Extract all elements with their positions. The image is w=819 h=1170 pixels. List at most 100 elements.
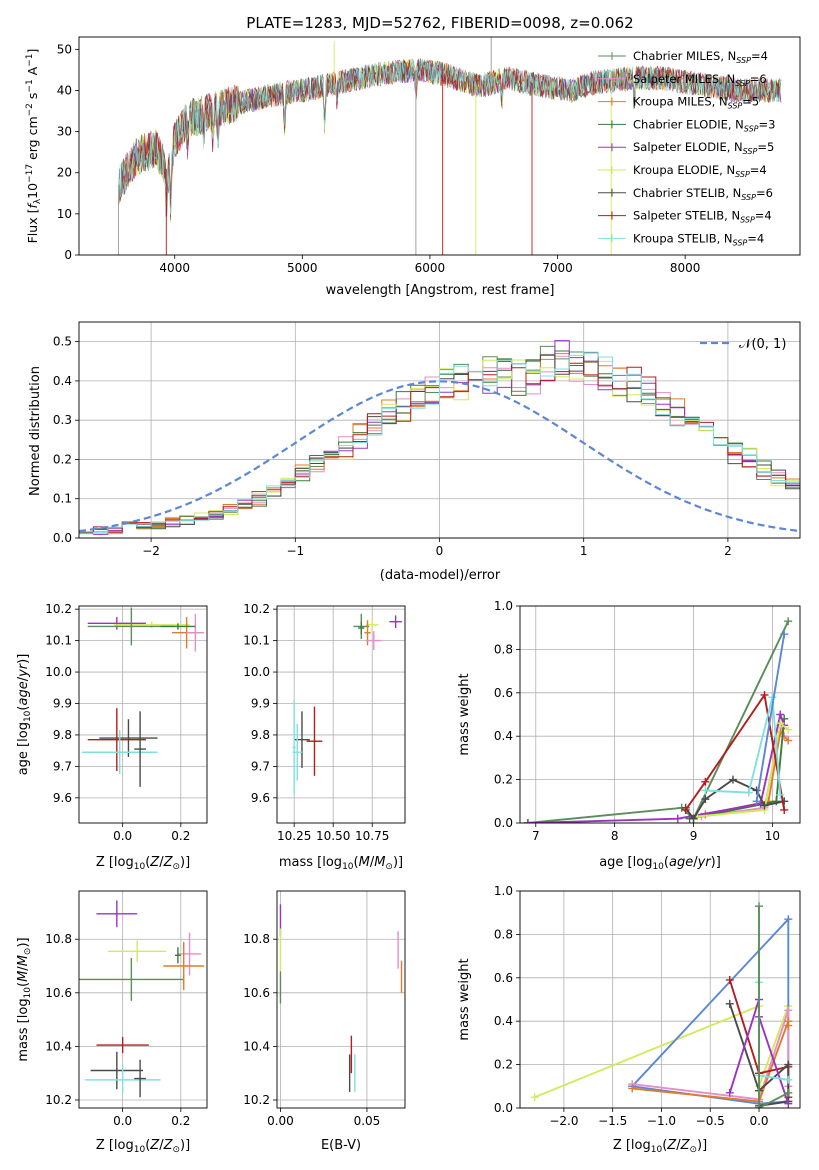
label-part: 10: [652, 862, 664, 872]
legend-entry: Kroupa ELODIE, NSSP=4: [633, 163, 767, 179]
weight-marker: [780, 805, 789, 814]
x-tick-label: 0.0: [113, 1114, 132, 1128]
label-part: A: [25, 66, 40, 79]
spectrum-line: [118, 59, 782, 218]
normal-legend-label: 𝒩(0, 1): [739, 337, 786, 352]
label-part: 10: [25, 183, 40, 199]
label-part: yr: [697, 855, 713, 870]
label-part: 10: [23, 710, 33, 722]
weight-line: [684, 692, 786, 811]
x-tick-label: −2: [142, 544, 160, 558]
label-part: ⊙: [172, 862, 180, 872]
label-part: 10: [651, 1145, 663, 1155]
y-tick-label: 0.2: [494, 1058, 513, 1072]
legend-n: =4: [755, 209, 772, 223]
label-part: (: [145, 1138, 150, 1153]
x-axis-label: (data-model)/error: [380, 568, 501, 583]
x-tick-label: 0.00: [267, 1114, 294, 1128]
legend-name: Kroupa MILES, N: [633, 95, 728, 109]
weight-marker: [784, 617, 793, 626]
y-tick-label: 0: [64, 248, 72, 262]
x-tick-label: −0.5: [696, 1114, 725, 1128]
y-tick-label: 0.0: [494, 816, 513, 830]
y-tick-label: 10.2: [45, 1093, 72, 1107]
label-part: Z [log: [96, 855, 134, 870]
label-part: 10: [342, 862, 354, 872]
legend-n: =4: [747, 231, 764, 245]
label-part: )]: [16, 654, 31, 664]
label-part: /: [693, 855, 698, 870]
label-part: /: [159, 1138, 164, 1153]
weight-marker: [681, 805, 690, 814]
y-tick-label: 9.7: [53, 759, 72, 773]
weight-marker: [784, 1099, 793, 1108]
label-part: )]: [180, 1138, 190, 1153]
legend-sub: SSP: [744, 124, 759, 133]
label-part: 10: [134, 1145, 146, 1155]
residual-histogram-panel: −2 −1 0 1 2 0.0 0.1 0.2 0.3 0.4 0.5 𝒩(0, 1) (data-mo…: [28, 321, 801, 583]
y-tick-label: 9.6: [53, 791, 72, 805]
x-tick-label: 8000: [670, 261, 701, 275]
label-part: −1: [25, 53, 35, 66]
legend-name: Salpeter ELODIE, N: [633, 140, 743, 154]
y-tick-label: 10.0: [45, 665, 72, 679]
weight-marker: [780, 630, 789, 639]
legend-sub: SSP: [743, 147, 758, 156]
weight-line: [527, 620, 790, 823]
weight-line: [632, 1010, 790, 1101]
x-axis-label: wavelength [Angstrom, rest frame]: [326, 283, 555, 298]
weight-marker: [701, 786, 710, 795]
label-part: /: [16, 966, 31, 971]
weight-marker: [725, 1088, 734, 1097]
legend-name: Kroupa ELODIE, N: [633, 163, 735, 177]
label-part: Z [log: [96, 1138, 134, 1153]
y-tick-label: 10.1: [45, 634, 72, 648]
weight-line: [705, 696, 782, 795]
y-tick-label: 0.5: [53, 335, 72, 349]
label-part: Z [log: [613, 1138, 651, 1153]
y-tick-label: 10.8: [243, 932, 270, 946]
x-tick-label: 0.2: [171, 1114, 190, 1128]
y-tick-label: 0.8: [494, 642, 513, 656]
x-tick-label: 4000: [159, 261, 190, 275]
plot-area: [292, 613, 402, 795]
x-tick-label: 0.05: [354, 1114, 381, 1128]
y-tick-label: 20: [57, 166, 72, 180]
y-tick-label: 0.4: [494, 729, 513, 743]
label-part: mass [log: [16, 998, 31, 1061]
x-tick-label: 0: [436, 544, 444, 558]
plot-area: [79, 340, 800, 535]
x-tick-label: 7000: [542, 261, 573, 275]
weight-marker: [780, 797, 789, 806]
weight-vs-metallicity-panel: −2.0 −1.5 −1.0 −0.5 0.0 0.0 0.2 0.4 0.6 0.8 1.0 mas…: [457, 884, 801, 1155]
legend-sub: SSP: [735, 79, 750, 88]
label-part: (: [662, 1138, 667, 1153]
axes-frame: [78, 321, 801, 539]
y-tick-label: 0.6: [494, 971, 513, 985]
y-tick-label: 9.8: [53, 728, 72, 742]
axes-frame: [276, 890, 406, 1109]
y-axis-label: age [log10(age/yr)]: [16, 654, 33, 776]
legend-name: Chabrier STELIB, N: [633, 186, 741, 200]
legend-name: Salpeter MILES, N: [633, 72, 735, 86]
weight-line: [697, 721, 789, 818]
y-tick-label: 10.2: [243, 602, 270, 616]
label-part: age [log: [599, 855, 652, 870]
plot-area: [523, 617, 793, 823]
x-tick-label: −1.5: [598, 1114, 627, 1128]
weight-marker: [784, 915, 793, 924]
y-tick-label: 0.6: [494, 686, 513, 700]
weight-marker: [776, 719, 785, 728]
label-part: (: [145, 855, 150, 870]
weight-marker: [523, 819, 532, 823]
age-vs-mass-panel: 10.25 10.50 10.75 9.6 9.7 9.8 9.9 10.0 10.1 10.2 m…: [243, 602, 406, 872]
weight-marker: [784, 1075, 793, 1084]
x-tick-label: −2.0: [549, 1114, 578, 1128]
legend-sub: SSP: [736, 56, 751, 65]
weight-marker: [760, 690, 769, 699]
plot-area: [79, 900, 205, 1098]
y-tick-label: 10.8: [45, 932, 72, 946]
x-axis-label: E(B-V): [321, 1138, 361, 1153]
x-axis-label: age [log10(age/yr)]: [599, 855, 721, 872]
